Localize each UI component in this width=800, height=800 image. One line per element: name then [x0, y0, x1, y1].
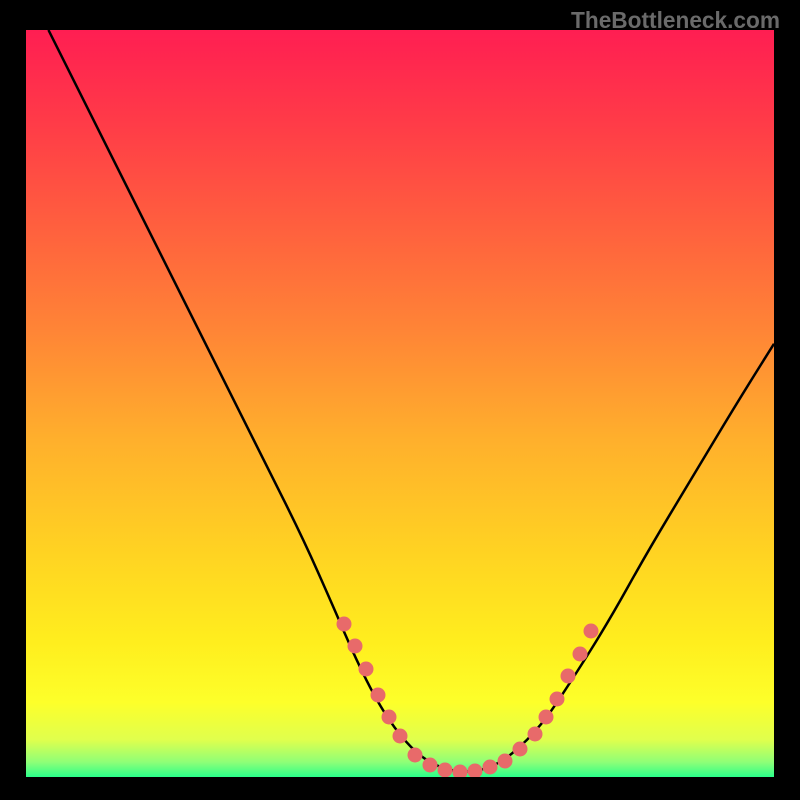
- curve-svg: [26, 30, 774, 777]
- data-marker: [497, 753, 512, 768]
- data-marker: [348, 639, 363, 654]
- data-marker: [550, 691, 565, 706]
- data-marker: [583, 624, 598, 639]
- data-marker: [407, 747, 422, 762]
- chart-container: TheBottleneck.com: [0, 0, 800, 800]
- data-marker: [336, 616, 351, 631]
- data-marker: [370, 687, 385, 702]
- data-marker: [482, 760, 497, 775]
- data-marker: [527, 726, 542, 741]
- data-marker: [512, 741, 527, 756]
- data-marker: [393, 728, 408, 743]
- data-marker: [359, 661, 374, 676]
- watermark-text: TheBottleneck.com: [571, 7, 780, 34]
- plot-area: [26, 30, 774, 777]
- data-marker: [538, 710, 553, 725]
- bottleneck-curve: [48, 30, 774, 772]
- data-marker: [572, 646, 587, 661]
- data-marker: [381, 710, 396, 725]
- data-marker: [561, 669, 576, 684]
- data-marker: [437, 762, 452, 777]
- data-marker: [422, 758, 437, 773]
- data-marker: [467, 764, 482, 777]
- data-marker: [452, 764, 467, 777]
